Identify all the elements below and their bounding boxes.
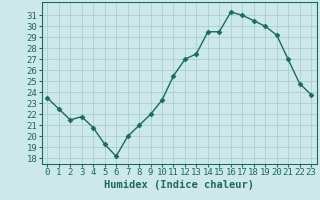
X-axis label: Humidex (Indice chaleur): Humidex (Indice chaleur): [104, 180, 254, 190]
